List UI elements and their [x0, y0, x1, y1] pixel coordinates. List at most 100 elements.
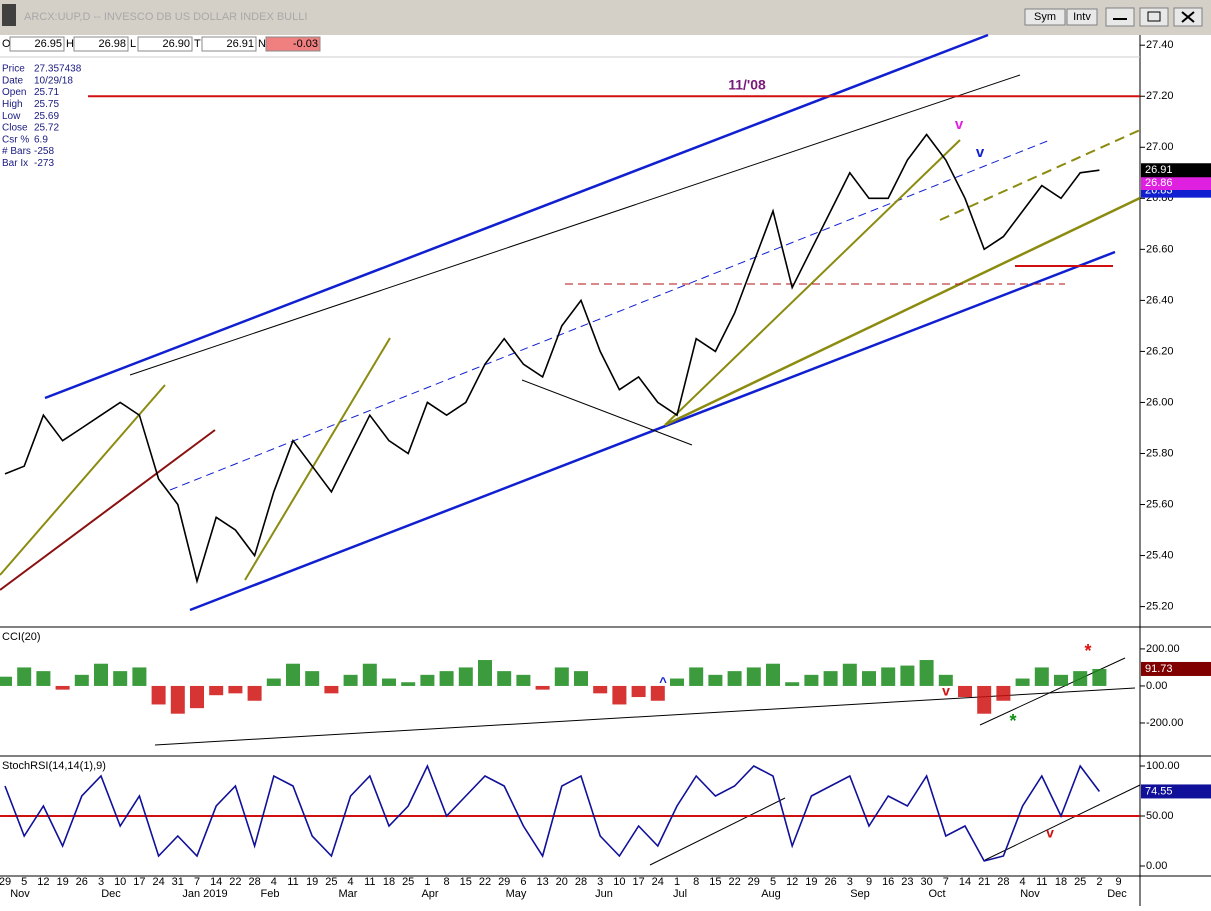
y-tick-label: 27.40 [1146, 39, 1174, 51]
cci-bar [766, 663, 780, 686]
cci-bar [900, 665, 915, 686]
ohlc-box [73, 36, 129, 52]
info-value: 25.69 [34, 111, 59, 122]
x-tick-label: 29 [748, 876, 760, 888]
cci-bar [55, 685, 70, 690]
x-tick-label: 4 [271, 876, 277, 888]
annotation: ^ [659, 674, 667, 689]
trendlines [0, 33, 1141, 866]
x-tick-label: 28 [248, 876, 260, 888]
intv-label[interactable]: Intv [1073, 11, 1091, 23]
cci-bar [862, 671, 876, 686]
x-month-label: Apr [421, 888, 438, 900]
info-key: Close [2, 123, 28, 134]
channel-bottom [189, 250, 1116, 612]
dashed-line [169, 139, 1051, 491]
cci-bar [266, 678, 281, 686]
ohlc-key: L [130, 38, 136, 50]
ohlc-box [201, 36, 257, 52]
cci-bar [881, 667, 896, 686]
x-month-label: May [506, 888, 527, 900]
cci-bar [996, 685, 1011, 701]
ohlc-key: O [2, 38, 11, 50]
window-title: ARCX:UUP,D -- INVESCO DB US DOLLAR INDEX… [24, 11, 307, 23]
trendline [521, 379, 693, 446]
cci-bar [382, 678, 396, 686]
x-tick-label: 19 [805, 876, 817, 888]
x-tick-label: 5 [770, 876, 776, 888]
x-tick-label: 11 [1036, 876, 1047, 888]
cci-bar [727, 671, 742, 686]
x-tick-label: 22 [728, 876, 740, 888]
maximize-button[interactable] [1139, 7, 1169, 27]
x-tick-label: 26 [76, 876, 88, 888]
cci-bar [0, 676, 12, 686]
y-tick-label: 0.00 [1146, 680, 1167, 692]
info-key: High [2, 99, 23, 110]
ohlc-value: 26.98 [98, 38, 126, 50]
last-value-label: 26.91 [1145, 164, 1173, 176]
cci-bar [94, 663, 108, 686]
last-value-label: 91.73 [1145, 663, 1173, 675]
cci-bar [785, 682, 800, 686]
x-month-label: Mar [339, 888, 358, 900]
x-tick-label: 26 [824, 876, 836, 888]
cci-bar [458, 667, 473, 686]
cci-bar [113, 671, 128, 686]
x-tick-label: 2 [1096, 876, 1102, 888]
info-value: -258 [34, 146, 54, 157]
cci-bar [478, 660, 492, 686]
cci-bar [401, 682, 416, 686]
ohlc-box [9, 36, 65, 52]
y-tick-label: 25.60 [1146, 498, 1174, 510]
x-tick-label: 25 [1074, 876, 1086, 888]
y-tick-label: 25.20 [1146, 600, 1174, 612]
ohlc-box [265, 36, 321, 52]
cci-bar [631, 685, 646, 698]
x-month-label: Jul [673, 888, 687, 900]
x-tick-label: 11 [364, 876, 375, 888]
x-month-label: Nov [1020, 888, 1040, 900]
ohlc-value: 26.95 [34, 38, 62, 50]
cci-bar [247, 685, 262, 701]
app-icon [2, 4, 16, 26]
x-tick-label: 8 [693, 876, 699, 888]
cci-trendline [154, 687, 1136, 746]
minimize-button[interactable] [1105, 7, 1135, 27]
x-tick-label: 31 [172, 876, 184, 888]
x-tick-label: 1 [424, 876, 430, 888]
x-tick-label: 28 [575, 876, 587, 888]
intv-button[interactable] [1066, 8, 1098, 26]
x-tick-label: 17 [133, 876, 145, 888]
cci-bar [516, 674, 531, 686]
info-value: 6.9 [34, 134, 48, 145]
cci-bar [1073, 671, 1088, 686]
cci-bar [593, 685, 608, 694]
ohlc-value: 26.90 [162, 38, 190, 50]
trendline [664, 196, 1141, 427]
x-tick-label: 21 [978, 876, 990, 888]
sym-label[interactable]: Sym [1034, 11, 1056, 23]
title-bar [0, 0, 1211, 35]
x-tick-label: 22 [479, 876, 491, 888]
channel-top [44, 33, 989, 400]
sym-button[interactable] [1024, 8, 1066, 26]
y-tick-label: 26.60 [1146, 243, 1174, 255]
x-tick-label: 13 [536, 876, 548, 888]
last-value-box [1141, 163, 1211, 178]
trendline [664, 139, 961, 426]
cci-bar [958, 685, 972, 698]
info-value: 10/29/18 [34, 75, 73, 86]
x-tick-label: 15 [460, 876, 472, 888]
cci-bar [1092, 668, 1107, 686]
cci-bar [650, 685, 665, 701]
panel-title: StochRSI(14,14(1),9) [2, 760, 106, 772]
x-month-label: Jun [595, 888, 613, 900]
last-value-box [1141, 661, 1211, 676]
annotation: v [955, 116, 964, 133]
last-value-box [1141, 784, 1211, 799]
cci-bar [823, 671, 838, 686]
y-tick-label: 27.00 [1146, 141, 1174, 153]
x-tick-label: 19 [306, 876, 318, 888]
series-line [4, 763, 1101, 862]
